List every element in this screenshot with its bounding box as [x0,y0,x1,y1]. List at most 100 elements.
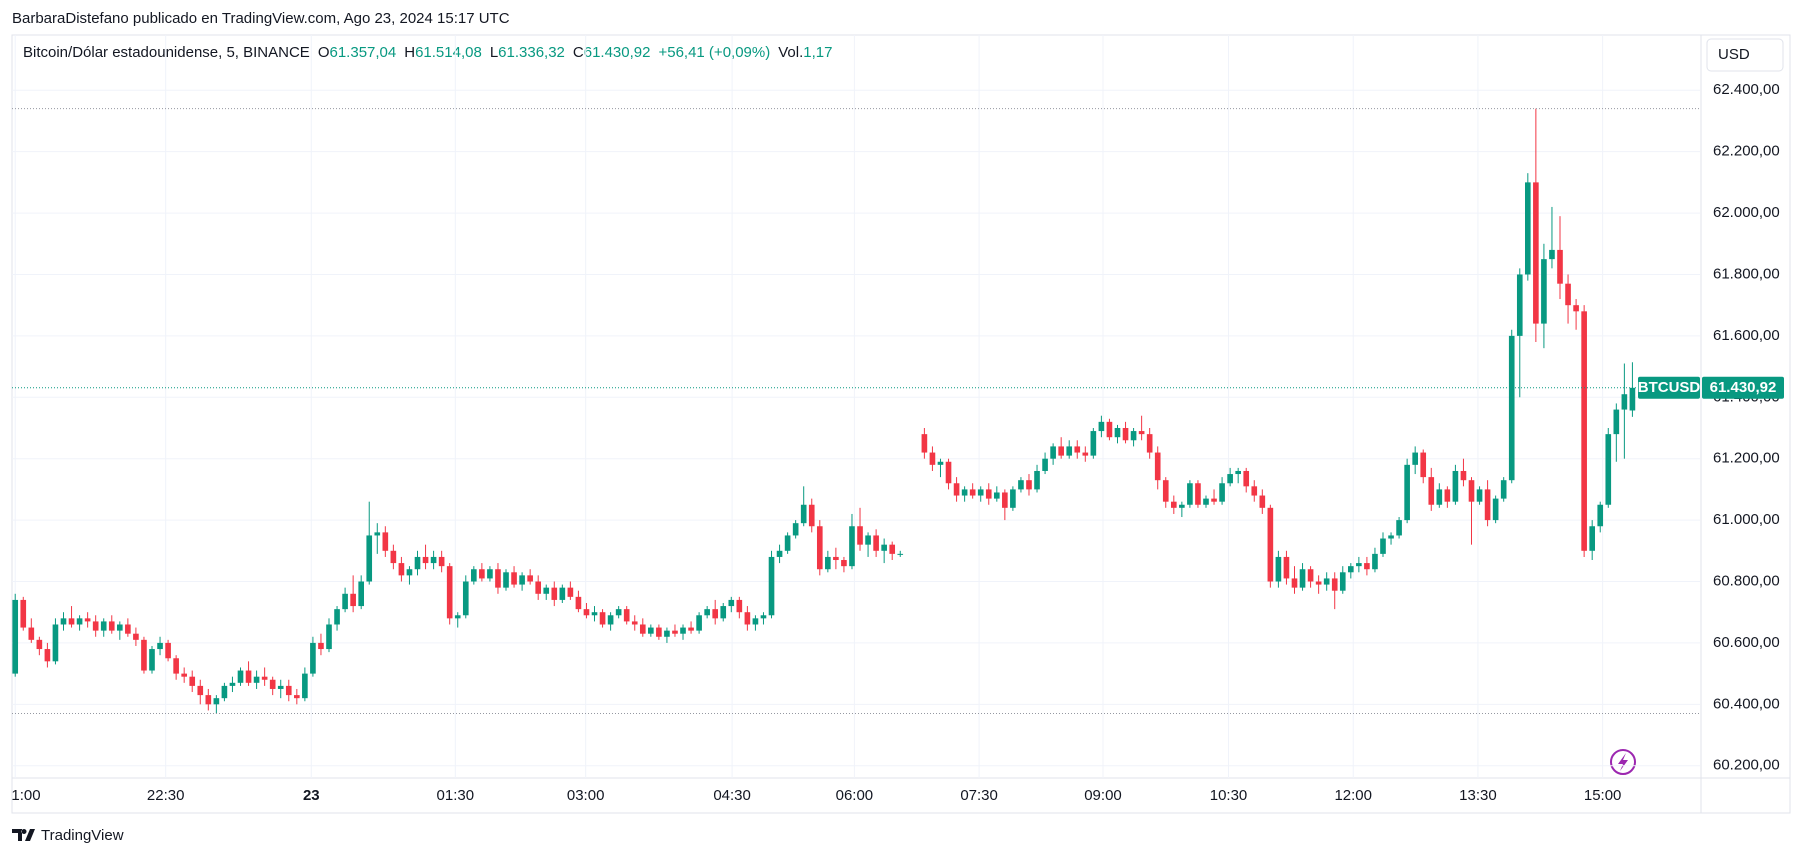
candle-body [1396,520,1402,536]
candle-body [1492,498,1499,521]
candle-body [808,504,815,527]
logo-mark [12,829,35,841]
candle-body [52,624,59,662]
candle-body [664,630,670,637]
x-tick-label: 12:00 [1334,787,1372,804]
candle-body [921,434,928,453]
candle-body [1146,434,1153,453]
candle-body [623,609,630,622]
candle-body [165,642,171,659]
symbol-tag [1638,376,1700,399]
candle-body [1203,498,1209,505]
candle-body [1211,498,1217,502]
candle-body [1589,526,1596,551]
candle-body [1484,489,1491,521]
candle-body [310,642,316,674]
legend-value: 61.357,04 [330,44,397,61]
candle-body [712,609,719,619]
currency-button[interactable] [1706,38,1784,72]
candle-body [390,550,397,564]
candle-body [591,612,598,616]
currency-label[interactable]: USD [1718,46,1750,63]
candle-body [1331,578,1338,591]
candle-body [205,695,212,705]
candle-body [551,587,558,600]
x-tick-label: 10:30 [1210,787,1248,804]
candle-body [519,575,525,585]
candle-body [1525,182,1531,275]
y-tick-label: 60.200,00 [1713,757,1780,774]
candle-body [833,556,839,561]
candle-body [44,649,51,662]
legend-change: +56,41 (+0,09%) [658,44,770,61]
candle-body [736,599,743,613]
candle-body [1299,569,1306,588]
candle-body [28,627,35,640]
candle-body [977,489,984,496]
candle-body [1138,431,1145,435]
icon-bolt[interactable] [1618,753,1628,771]
y-tick-label: 60.600,00 [1713,634,1780,651]
candle-body [1597,504,1604,527]
candle-body [1034,470,1040,490]
x-tick-label: 22:30 [147,787,185,804]
candle-body [1195,483,1201,505]
candle-body [1557,249,1563,284]
candle-body [92,621,99,631]
candle-body [181,673,187,677]
price-tag-label: 61.430,92 [1710,379,1777,396]
candle-body [1130,431,1137,441]
candle-body [559,587,566,600]
icon-circle[interactable] [1610,749,1636,775]
candle-body [1058,446,1064,456]
candle-body [229,682,236,686]
candle-body [728,599,735,607]
candle-body [1074,446,1081,453]
x-tick-label: 01:30 [437,787,475,804]
candle-body [487,569,493,579]
candle-body [100,621,107,631]
candle-body [157,642,163,650]
candle-body [189,676,196,686]
candle-body [881,544,887,551]
candle-body [1050,446,1056,459]
candle-body [672,630,678,634]
candle-body [1082,452,1089,456]
y-tick-label: 60.400,00 [1713,695,1780,712]
x-tick-label: 06:00 [836,787,874,804]
candle-body [1541,259,1547,324]
candle-body [1436,489,1443,505]
lightning-icon[interactable] [1610,749,1636,775]
candle-body [929,452,936,465]
candle-body [471,569,477,582]
candle-body [1122,427,1129,441]
candle-body [125,624,131,634]
y-tick-label: 61.800,00 [1713,265,1780,282]
candle-body [1605,434,1612,505]
candle-body [1170,501,1177,508]
candle-body [334,609,340,625]
candle-body [1066,446,1073,456]
y-tick-label: 61.000,00 [1713,511,1780,528]
publisher: BarbaraDistefano publicado en TradingVie… [12,10,510,27]
candle-body [261,676,268,680]
legend-key: C [573,44,584,61]
candle-body [173,658,179,674]
x-tick-label: 07:30 [960,787,998,804]
candle-body [1364,563,1370,570]
candle-body [1356,563,1362,567]
candle-body [800,504,807,524]
candle-body [1468,480,1475,502]
candle-body [1500,480,1507,499]
legend-symbol: Bitcoin/Dólar estadounidense, 5, BINANCE [23,44,310,61]
candle-body [326,624,332,650]
candle-body [1259,495,1266,508]
candle-body [1243,470,1250,487]
candle-body [237,670,244,683]
candle-body [116,624,123,631]
candle-body [430,556,437,564]
candle-body [1315,581,1322,585]
y-tick-label: 60.800,00 [1713,572,1780,589]
candle-body [294,695,300,699]
